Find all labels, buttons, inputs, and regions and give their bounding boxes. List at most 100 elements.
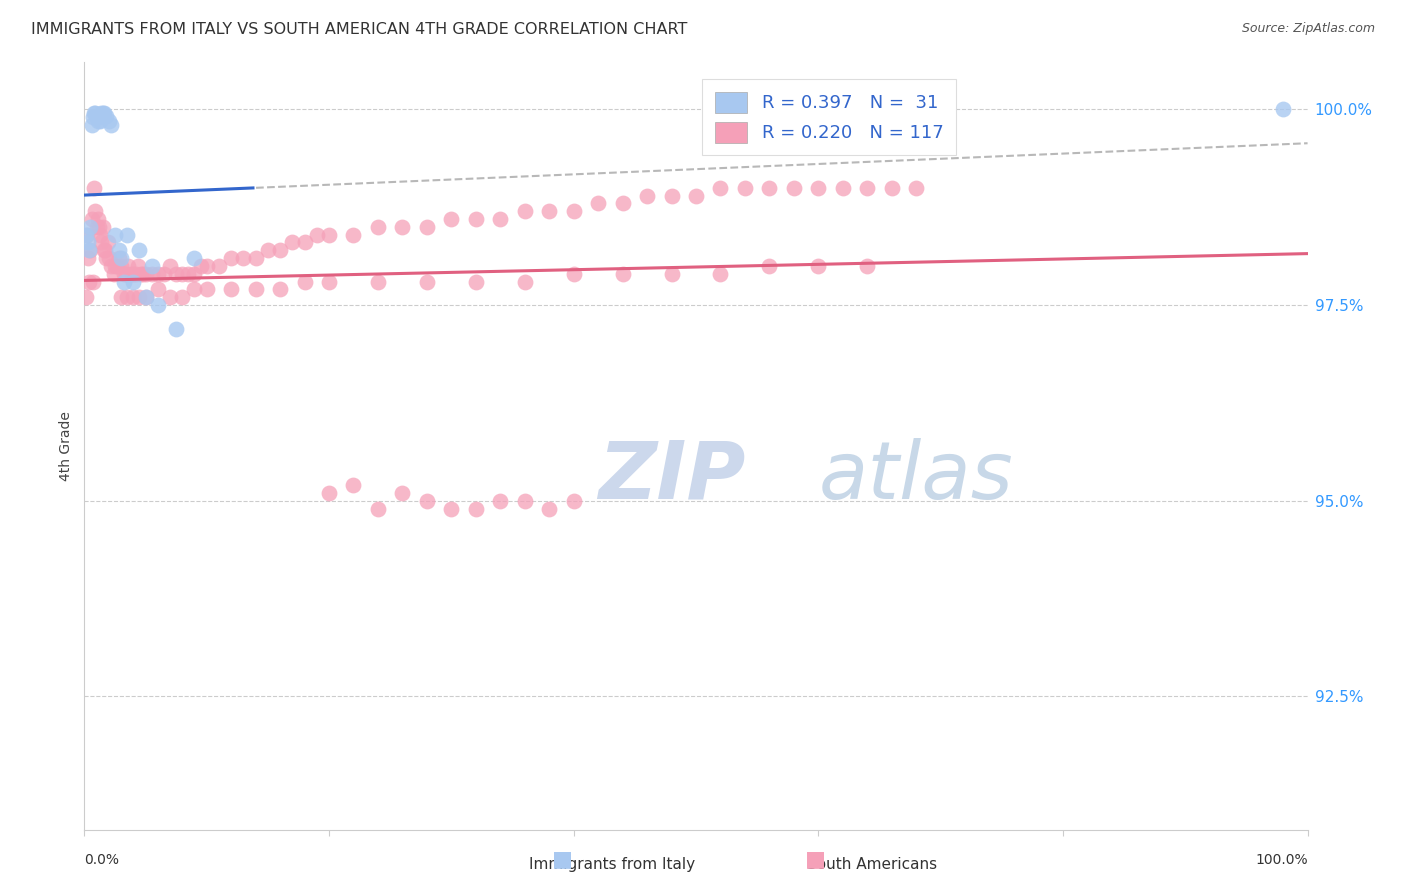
Point (172, 267, 194, 281)
Point (294, 235, 316, 250)
Point (232, 251, 254, 265)
Point (89, 114, 111, 128)
Point (538, 204, 561, 219)
Point (84, 106, 107, 120)
Point (165, 321, 187, 335)
Point (562, 204, 585, 219)
Point (245, 282, 267, 296)
Text: ZIP: ZIP (598, 438, 745, 516)
Point (734, 180, 756, 194)
Point (91, 106, 114, 120)
Point (257, 244, 280, 258)
Point (318, 486, 340, 500)
Point (513, 204, 536, 219)
Point (83, 180, 105, 194)
Point (183, 251, 205, 265)
Point (177, 267, 200, 281)
Point (117, 259, 139, 273)
Point (93, 244, 115, 258)
Point (141, 259, 163, 273)
Point (513, 275, 536, 289)
Point (89, 227, 111, 242)
Point (489, 212, 512, 227)
Point (112, 275, 135, 289)
Point (100, 259, 122, 273)
Point (80, 118, 103, 132)
Point (905, 180, 928, 194)
Point (183, 282, 205, 296)
Point (146, 267, 169, 281)
Point (464, 275, 486, 289)
Point (586, 196, 609, 211)
Text: ■: ■ (553, 849, 572, 869)
Legend: R = 0.397   N =  31, R = 0.220   N = 117: R = 0.397 N = 31, R = 0.220 N = 117 (702, 79, 956, 155)
Point (318, 227, 340, 242)
Point (96, 109, 118, 123)
Point (281, 235, 304, 250)
Point (77, 251, 100, 265)
Point (77, 275, 100, 289)
Point (165, 267, 187, 281)
Point (104, 227, 127, 242)
Point (120, 267, 142, 281)
Point (269, 244, 291, 258)
Point (464, 501, 486, 516)
Point (159, 259, 181, 273)
Point (416, 219, 439, 234)
Point (105, 259, 128, 273)
Point (562, 493, 585, 508)
Point (80, 212, 103, 227)
Point (91, 219, 114, 234)
Point (82, 110, 104, 124)
Point (758, 259, 780, 273)
Point (129, 267, 152, 281)
Point (122, 267, 145, 281)
Point (245, 251, 267, 265)
Point (269, 282, 291, 296)
Point (86, 219, 108, 234)
Point (831, 180, 853, 194)
Point (79, 244, 101, 258)
Point (685, 188, 707, 202)
Point (219, 282, 242, 296)
Point (115, 290, 138, 304)
Point (135, 267, 157, 281)
Point (128, 244, 150, 258)
Point (489, 493, 512, 508)
Point (104, 259, 127, 273)
Point (146, 282, 169, 296)
Point (96, 251, 118, 265)
Point (612, 267, 634, 281)
Point (416, 275, 439, 289)
Point (342, 227, 364, 242)
Point (75, 290, 97, 304)
Point (87, 114, 110, 128)
Point (128, 290, 150, 304)
Point (76, 227, 98, 242)
Point (110, 290, 132, 304)
Point (135, 290, 157, 304)
Point (100, 118, 122, 132)
Point (661, 267, 683, 281)
Point (110, 251, 132, 265)
Point (195, 259, 218, 273)
Point (125, 267, 148, 281)
Point (440, 501, 463, 516)
Text: atlas: atlas (818, 438, 1014, 516)
Point (79, 219, 101, 234)
Point (107, 244, 129, 258)
Point (87, 212, 110, 227)
Point (86, 110, 108, 124)
Point (318, 275, 340, 289)
Point (87, 219, 110, 234)
Point (367, 219, 389, 234)
Point (342, 478, 364, 492)
Point (97, 251, 120, 265)
Text: IMMIGRANTS FROM ITALY VS SOUTH AMERICAN 4TH GRADE CORRELATION CHART: IMMIGRANTS FROM ITALY VS SOUTH AMERICAN … (31, 22, 688, 37)
Text: 100.0%: 100.0% (1256, 853, 1308, 867)
Point (294, 275, 316, 289)
Point (538, 501, 561, 516)
Point (367, 275, 389, 289)
Point (146, 298, 169, 312)
Point (391, 219, 413, 234)
